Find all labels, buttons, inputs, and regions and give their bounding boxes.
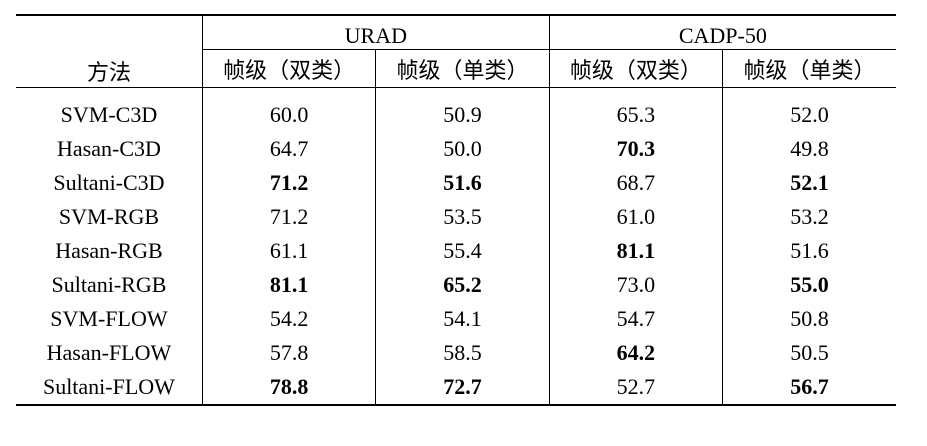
sub-header-urad-one-class: 帧级（单类） <box>375 49 550 88</box>
spacer-cell <box>16 88 202 99</box>
table-row: Sultani-RGB 81.1 65.2 73.0 55.0 <box>16 268 896 302</box>
sub-header-cadp-one-class: 帧级（单类） <box>722 49 896 88</box>
value-cell: 53.5 <box>375 200 550 234</box>
method-cell: Sultani-C3D <box>53 170 165 195</box>
method-cell: Hasan-C3D <box>57 136 161 161</box>
table-body: SVM-C3D 60.0 50.9 65.3 52.0 Hasan-C3D 64.7 50.0… <box>16 87 896 406</box>
table-row: Sultani-C3D 71.2 51.6 68.7 52.1 <box>16 166 896 200</box>
table-row: Sultani-FLOW 78.8 72.7 52.7 56.7 <box>16 370 896 406</box>
method-cell: Hasan-FLOW <box>46 340 172 365</box>
value-cell: 65.3 <box>548 98 723 132</box>
table-row: SVM-RGB 71.2 53.5 61.0 53.2 <box>16 200 896 234</box>
results-table-container: 方法 URAD CADP-50 帧级（双类） 帧级（单类） 帧级（双类） 帧级（… <box>16 14 896 406</box>
value-cell: 50.8 <box>722 302 896 336</box>
value-cell: 81.1 <box>548 234 723 268</box>
sub-header-urad-two-class: 帧级（双类） <box>201 49 376 88</box>
value-cell: 73.0 <box>548 268 723 302</box>
value-cell: 78.8 <box>201 370 376 406</box>
group-header-cadp50: CADP-50 <box>548 14 896 50</box>
value-cell: 57.8 <box>201 336 376 370</box>
value-cell: 55.0 <box>722 268 896 302</box>
method-column-header: 方法 <box>16 14 203 88</box>
value-cell: 53.2 <box>722 200 896 234</box>
value-cell: 64.2 <box>548 336 723 370</box>
value-cell: 54.2 <box>201 302 376 336</box>
sub-header-cadp-two-class: 帧级（双类） <box>548 49 723 88</box>
method-cell: Sultani-FLOW <box>16 370 203 406</box>
value-cell: 72.7 <box>375 370 550 406</box>
method-cell: SVM-C3D <box>60 102 158 127</box>
value-cell: 64.7 <box>201 132 376 166</box>
value-cell: 70.3 <box>548 132 723 166</box>
spacer-cell <box>722 87 896 98</box>
results-table: 方法 URAD CADP-50 帧级（双类） 帧级（单类） 帧级（双类） 帧级（… <box>16 14 896 406</box>
value-cell: 55.4 <box>375 234 550 268</box>
value-cell: 65.2 <box>375 268 550 302</box>
value-cell: 71.2 <box>201 166 376 200</box>
value-cell: 54.1 <box>375 302 550 336</box>
group-header-urad: URAD <box>201 14 550 50</box>
method-cell: Hasan-RGB <box>55 238 163 263</box>
value-cell: 51.6 <box>375 166 550 200</box>
spacer-cell <box>375 87 550 98</box>
method-cell: SVM-RGB <box>58 204 160 229</box>
table-row: SVM-FLOW 54.2 54.1 54.7 50.8 <box>16 302 896 336</box>
table-row: Hasan-RGB 61.1 55.4 81.1 51.6 <box>16 234 896 268</box>
value-cell: 49.8 <box>722 132 896 166</box>
value-cell: 71.2 <box>201 200 376 234</box>
group-header-row: 方法 URAD CADP-50 <box>16 14 896 88</box>
value-cell: 61.1 <box>201 234 376 268</box>
value-cell: 58.5 <box>375 336 550 370</box>
spacer-cell <box>201 87 376 98</box>
value-cell: 52.1 <box>722 166 896 200</box>
sub-header-row: 帧级（双类） 帧级（单类） 帧级（双类） 帧级（单类） <box>16 49 896 88</box>
value-cell: 51.6 <box>722 234 896 268</box>
value-cell: 50.0 <box>375 132 550 166</box>
value-cell: 52.0 <box>722 98 896 132</box>
value-cell: 50.9 <box>375 98 550 132</box>
spacer-cell <box>548 87 723 98</box>
method-cell: Sultani-RGB <box>51 272 167 297</box>
value-cell: 52.7 <box>548 370 723 406</box>
table-row: SVM-C3D 60.0 50.9 65.3 52.0 <box>16 98 896 132</box>
value-cell: 61.0 <box>548 200 723 234</box>
value-cell: 81.1 <box>201 268 376 302</box>
spacer-row <box>16 87 896 99</box>
value-cell: 68.7 <box>548 166 723 200</box>
value-cell: 60.0 <box>201 98 376 132</box>
table-row: Hasan-C3D 64.7 50.0 70.3 49.8 <box>16 132 896 166</box>
method-cell: SVM-FLOW <box>50 306 168 331</box>
value-cell: 54.7 <box>548 302 723 336</box>
value-cell: 56.7 <box>722 370 896 406</box>
value-cell: 50.5 <box>722 336 896 370</box>
table-row: Hasan-FLOW 57.8 58.5 64.2 50.5 <box>16 336 896 370</box>
